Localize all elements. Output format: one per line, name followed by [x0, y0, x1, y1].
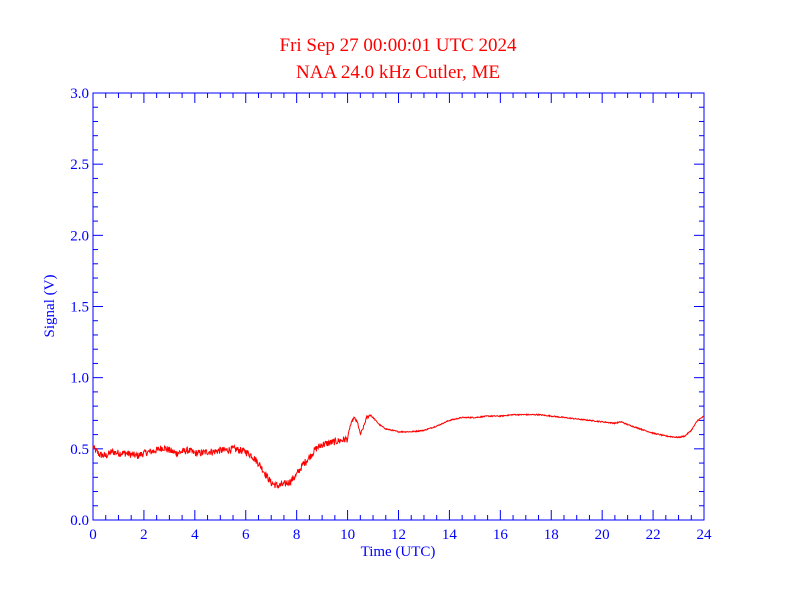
- x-tick-label: 14: [442, 527, 458, 543]
- x-tick-label: 24: [697, 527, 713, 543]
- x-tick-label: 16: [493, 527, 509, 543]
- y-tick-label: 2.5: [70, 157, 89, 173]
- x-tick-label: 4: [191, 527, 199, 543]
- x-axis-ticks: [92, 93, 705, 520]
- x-axis-tick-labels: 0 2 4 6 8 10 12 14 16 18 20 22 24: [89, 527, 712, 543]
- y-axis-ticks: [93, 92, 704, 521]
- x-tick-label: 0: [89, 527, 97, 543]
- y-tick-label: 1.0: [70, 371, 89, 387]
- x-tick-label: 12: [391, 527, 406, 543]
- x-tick-label: 8: [293, 527, 301, 543]
- plot-frame: [92, 92, 705, 521]
- signal-series-line: [92, 413, 705, 489]
- x-tick-label: 2: [140, 527, 148, 543]
- x-tick-label: 10: [340, 527, 355, 543]
- x-tick-label: 22: [646, 527, 661, 543]
- y-tick-label: 2.0: [70, 228, 89, 244]
- y-axis-label: Signal (V): [42, 275, 58, 338]
- y-tick-label: 1.5: [70, 300, 89, 316]
- chart-title: Fri Sep 27 00:00:01 UTC 2024: [280, 35, 517, 56]
- y-tick-label: 3.0: [70, 86, 89, 102]
- y-axis-tick-labels: 0.0 0.5 1.0 1.5 2.0 2.5 3.0: [70, 86, 89, 529]
- x-tick-label: 6: [242, 527, 250, 543]
- y-tick-label: 0.5: [70, 442, 89, 458]
- chart-subtitle: NAA 24.0 kHz Cutler, ME: [296, 62, 500, 83]
- x-axis-label: Time (UTC): [361, 544, 436, 560]
- x-tick-label: 18: [544, 527, 559, 543]
- x-tick-label: 20: [595, 527, 610, 543]
- y-tick-label: 0.0: [70, 513, 89, 529]
